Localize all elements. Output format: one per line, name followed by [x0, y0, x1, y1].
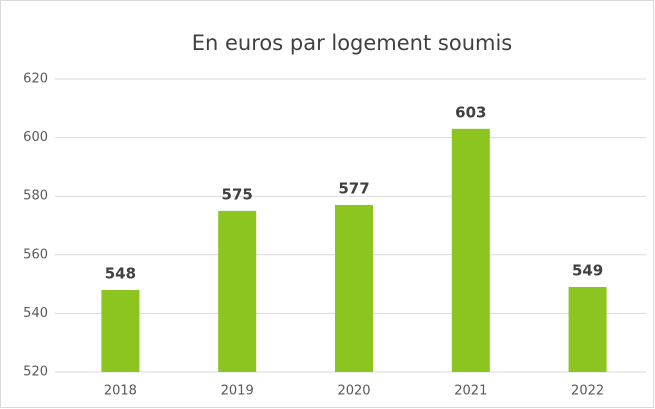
x-tick-label: 2018: [104, 384, 137, 399]
x-tick-label: 2019: [221, 384, 254, 399]
data-label: 548: [105, 264, 136, 282]
data-label: 577: [338, 179, 369, 197]
y-tick-label: 560: [23, 247, 48, 262]
y-tick-label: 600: [23, 130, 48, 145]
x-tick-label: 2022: [571, 384, 604, 399]
data-label: 549: [572, 262, 603, 280]
y-tick-label: 540: [23, 306, 48, 321]
y-tick-label: 520: [23, 365, 48, 380]
bar: [218, 210, 257, 372]
x-tick-label: 2021: [454, 384, 487, 399]
x-tick-label: 2020: [337, 384, 370, 399]
y-tick-label: 580: [23, 189, 48, 204]
data-label: 603: [455, 103, 486, 121]
bar: [568, 287, 607, 372]
bar: [335, 204, 373, 372]
bar: [101, 289, 140, 372]
bar: [451, 128, 490, 372]
y-tick-label: 620: [23, 72, 48, 87]
chart-title: En euros par logement soumis: [192, 31, 513, 55]
data-label: 575: [222, 185, 253, 203]
